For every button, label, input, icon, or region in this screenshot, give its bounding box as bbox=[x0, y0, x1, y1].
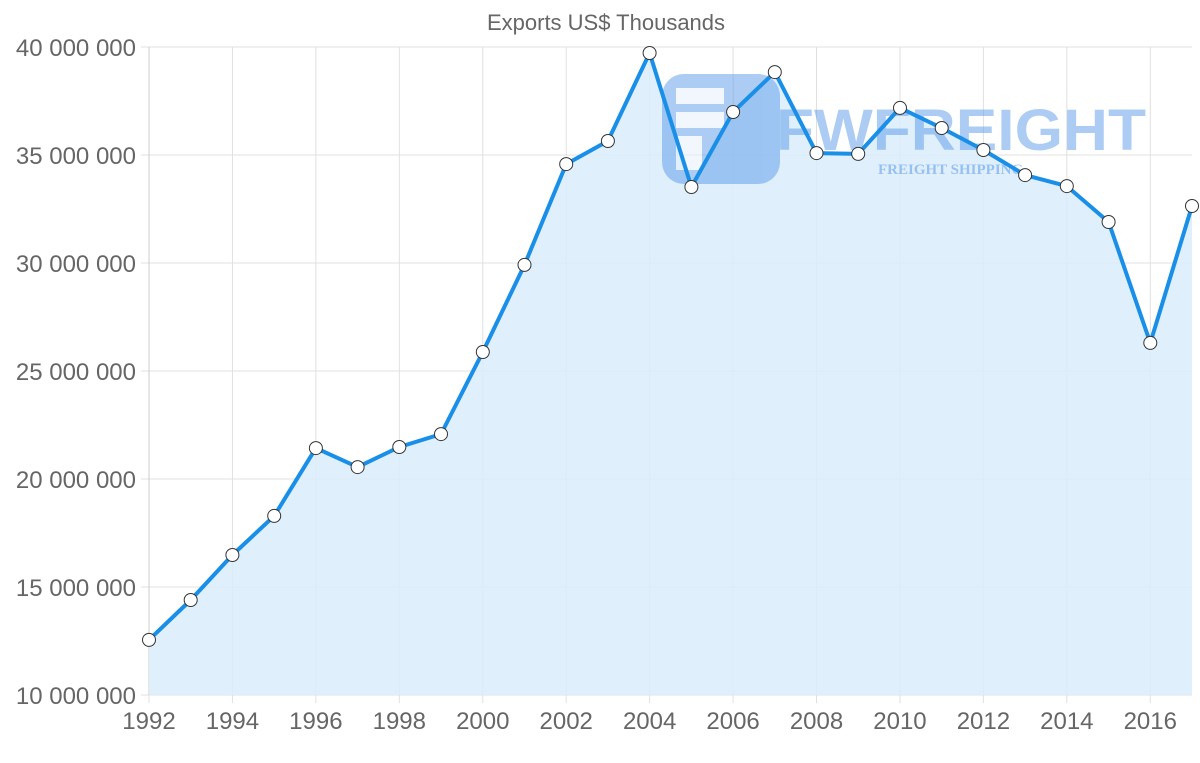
x-tick-label: 1996 bbox=[289, 708, 342, 735]
data-point-2017[interactable] bbox=[1185, 199, 1199, 213]
data-point-1996[interactable] bbox=[308, 441, 323, 456]
x-axis: 1992 1994 1996 1998 2000 2002 2004 2006 2008 2010… bbox=[122, 708, 1177, 735]
y-tick-label: 15 000 000 bbox=[16, 575, 136, 602]
data-point-2011[interactable] bbox=[934, 121, 949, 135]
x-tick-label: 1998 bbox=[373, 708, 426, 735]
area-fill bbox=[149, 53, 1192, 695]
data-point-2000[interactable] bbox=[475, 345, 490, 359]
data-point-1999[interactable] bbox=[434, 427, 448, 442]
data-point-2010[interactable] bbox=[893, 100, 907, 115]
data-point-2012[interactable] bbox=[976, 143, 991, 157]
data-point-1998[interactable] bbox=[392, 440, 407, 454]
data-point-2003[interactable] bbox=[600, 134, 615, 148]
y-tick-label: 25 000 000 bbox=[16, 359, 136, 386]
x-tick-label: 2014 bbox=[1040, 708, 1093, 735]
data-point-1995[interactable] bbox=[267, 508, 282, 523]
x-tick-label: 2000 bbox=[456, 708, 509, 735]
x-tick-label: 2016 bbox=[1124, 708, 1177, 735]
x-tick-label: 2004 bbox=[623, 708, 676, 735]
x-tick-label: 1992 bbox=[122, 708, 175, 735]
data-point-2015[interactable] bbox=[1101, 215, 1116, 229]
chart-title: Exports US$ Thousands bbox=[487, 10, 725, 35]
data-point-1994[interactable] bbox=[225, 548, 240, 562]
data-line bbox=[147, 51, 1194, 642]
data-point-2013[interactable] bbox=[1018, 168, 1033, 183]
data-point-2004[interactable] bbox=[642, 46, 657, 60]
data-point-1997[interactable] bbox=[350, 460, 365, 475]
x-tick-label: 1994 bbox=[206, 708, 259, 735]
watermark-tagline: FREIGHT SHIPPING bbox=[878, 162, 1023, 178]
data-point-2009[interactable] bbox=[851, 146, 866, 161]
data-point-1992[interactable] bbox=[142, 632, 156, 647]
data-point-2016[interactable] bbox=[1143, 335, 1158, 350]
watermark: FWFREIGHT FREIGHT SHIPPING bbox=[662, 74, 1146, 184]
data-point-2005[interactable] bbox=[684, 180, 699, 194]
x-tick-label: 2002 bbox=[540, 708, 593, 735]
x-tick-label: 2010 bbox=[873, 708, 926, 735]
y-tick-label: 35 000 000 bbox=[16, 143, 136, 170]
data-point-1993[interactable] bbox=[183, 593, 198, 607]
data-point-2008[interactable] bbox=[809, 146, 824, 161]
fwfreight-logo-icon bbox=[662, 74, 780, 184]
data-point-2006[interactable] bbox=[726, 105, 741, 119]
data-points bbox=[142, 46, 1199, 647]
y-tick-label: 30 000 000 bbox=[16, 251, 136, 278]
y-tick-label: 40 000 000 bbox=[16, 35, 136, 62]
data-point-2002[interactable] bbox=[559, 157, 574, 172]
y-tick-label: 20 000 000 bbox=[16, 467, 136, 494]
y-axis: 10 000 000 15 000 000 20 000 000 25 000 000… bbox=[16, 35, 136, 710]
x-tick-label: 2008 bbox=[790, 708, 843, 735]
data-point-2007[interactable] bbox=[767, 65, 782, 80]
x-tick-label: 2006 bbox=[706, 708, 759, 735]
data-point-2014[interactable] bbox=[1059, 179, 1074, 194]
x-tick-label: 2012 bbox=[957, 708, 1010, 735]
y-tick-label: 10 000 000 bbox=[16, 683, 136, 710]
data-point-2001[interactable] bbox=[517, 257, 532, 272]
